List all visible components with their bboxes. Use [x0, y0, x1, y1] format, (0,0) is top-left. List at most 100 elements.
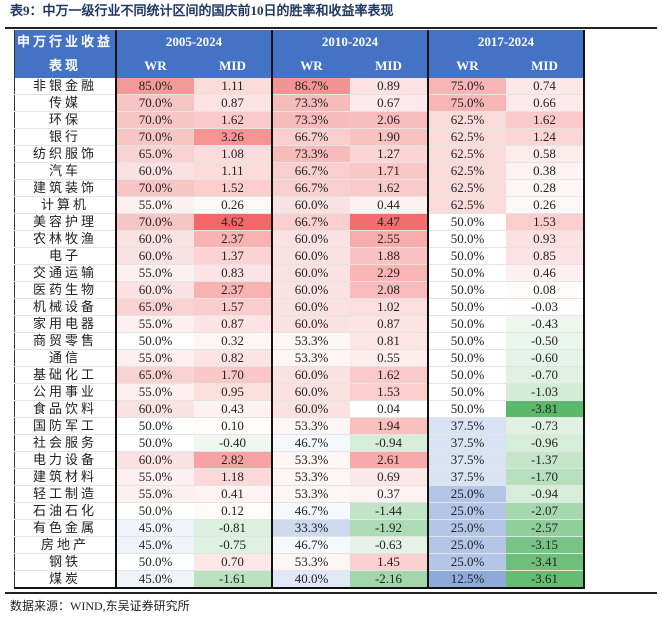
- industry-name: 建筑装饰: [14, 179, 117, 197]
- mid-cell: -1.61: [194, 570, 272, 589]
- mid-cell: -0.50: [506, 332, 585, 350]
- source-note: 数据来源：WIND,东吴证券研究所: [10, 599, 190, 613]
- wr-cell: 45.0%: [115, 519, 194, 537]
- table-row: 计算机 55.0% 0.26 60.0% 0.44 62.5% 0.26: [14, 196, 585, 214]
- wr-cell: 60.0%: [271, 196, 350, 214]
- table-row: 交通运输 55.0% 0.83 60.0% 2.29 50.0% 0.46: [14, 264, 585, 282]
- table-row: 社会服务 50.0% -0.40 46.7% -0.94 37.5% -0.96: [14, 434, 585, 452]
- wr-cell: 55.0%: [115, 349, 194, 367]
- wr-cell: 75.0%: [427, 94, 506, 112]
- wr-cell: 46.7%: [271, 536, 350, 554]
- mid-cell: 1.88: [350, 247, 428, 265]
- industry-name: 交通运输: [14, 264, 117, 282]
- wr-cell: 73.3%: [271, 94, 350, 112]
- wr-cell: 65.0%: [115, 145, 194, 163]
- table-row: 公用事业 55.0% 0.95 60.0% 1.53 50.0% -1.03: [14, 383, 585, 401]
- wr-cell: 50.0%: [427, 230, 506, 248]
- wr-cell: 60.0%: [271, 366, 350, 384]
- wr-cell: 50.0%: [427, 332, 506, 350]
- mid-cell: -0.60: [506, 349, 585, 367]
- mid-cell: 1.37: [194, 247, 272, 265]
- industry-name: 机械设备: [14, 298, 117, 316]
- wr-cell: 86.7%: [271, 78, 350, 95]
- wr-cell: 53.3%: [271, 332, 350, 350]
- wr-cell: 53.3%: [271, 485, 350, 503]
- mid-cell: -2.57: [506, 519, 585, 537]
- period-header-2010-2024: 2010-2024: [271, 30, 428, 54]
- wr-cell: 40.0%: [271, 570, 350, 589]
- wr-cell: 70.0%: [115, 111, 194, 129]
- mid-cell: 0.46: [506, 264, 585, 282]
- wr-cell: 50.0%: [115, 417, 194, 435]
- wr-cell: 50.0%: [427, 247, 506, 265]
- wr-cell: 45.0%: [115, 570, 194, 589]
- wr-header: WR: [115, 54, 194, 78]
- mid-cell: 1.27: [350, 145, 428, 163]
- mid-cell: 1.90: [350, 128, 428, 146]
- industry-name: 基础化工: [14, 366, 117, 384]
- wr-cell: 53.3%: [271, 553, 350, 571]
- industry-name: 农林牧渔: [14, 230, 117, 248]
- mid-cell: 0.95: [194, 383, 272, 401]
- wr-cell: 60.0%: [115, 162, 194, 180]
- wr-cell: 60.0%: [115, 247, 194, 265]
- mid-cell: 1.53: [506, 213, 585, 231]
- industry-name: 钢铁: [14, 553, 117, 571]
- period-header-2017-2024: 2017-2024: [427, 30, 585, 54]
- wr-cell: 60.0%: [271, 383, 350, 401]
- table-row: 基础化工 65.0% 1.70 60.0% 1.62 50.0% -0.70: [14, 366, 585, 384]
- table-row: 电力设备 60.0% 2.82 53.3% 2.61 37.5% -1.37: [14, 451, 585, 469]
- industry-name: 医药生物: [14, 281, 117, 299]
- wr-cell: 62.5%: [427, 196, 506, 214]
- mid-cell: 2.08: [350, 281, 428, 299]
- industry-name: 银行: [14, 128, 117, 146]
- mid-cell: -0.94: [506, 485, 585, 503]
- industry-name: 汽车: [14, 162, 117, 180]
- table-row: 传媒 70.0% 0.87 73.3% 0.67 75.0% 0.66: [14, 94, 585, 112]
- wr-cell: 46.7%: [271, 502, 350, 520]
- wr-cell: 50.0%: [115, 332, 194, 350]
- mid-cell: 0.37: [350, 485, 428, 503]
- wr-cell: 62.5%: [427, 145, 506, 163]
- wr-cell: 25.0%: [427, 485, 506, 503]
- mid-cell: 0.87: [350, 315, 428, 333]
- wr-cell: 60.0%: [271, 281, 350, 299]
- wr-cell: 50.0%: [427, 400, 506, 418]
- mid-cell: -3.81: [506, 400, 585, 418]
- mid-cell: 0.83: [194, 264, 272, 282]
- industry-name: 计算机: [14, 196, 117, 214]
- mid-cell: 1.62: [194, 111, 272, 129]
- mid-cell: 1.24: [506, 128, 585, 146]
- mid-cell: -1.37: [506, 451, 585, 469]
- mid-cell: -0.81: [194, 519, 272, 537]
- wr-cell: 25.0%: [427, 502, 506, 520]
- mid-cell: 0.38: [506, 162, 585, 180]
- mid-cell: -3.41: [506, 553, 585, 571]
- mid-cell: 4.47: [350, 213, 428, 231]
- mid-cell: 2.06: [350, 111, 428, 129]
- mid-cell: 1.71: [350, 162, 428, 180]
- industry-name: 传媒: [14, 94, 117, 112]
- mid-cell: 0.26: [506, 196, 585, 214]
- mid-cell: 0.81: [350, 332, 428, 350]
- mid-cell: 0.26: [194, 196, 272, 214]
- corner-header-line2: 表现: [14, 54, 116, 78]
- wr-cell: 53.3%: [271, 417, 350, 435]
- mid-cell: 0.10: [194, 417, 272, 435]
- table-row: 建筑装饰 70.0% 1.52 66.7% 1.62 62.5% 0.28: [14, 179, 585, 197]
- wr-cell: 50.0%: [115, 553, 194, 571]
- mid-cell: 0.87: [194, 315, 272, 333]
- industry-name: 纺织服饰: [14, 145, 117, 163]
- wr-cell: 55.0%: [115, 383, 194, 401]
- industry-name: 非银金融: [14, 78, 117, 95]
- wr-cell: 62.5%: [427, 128, 506, 146]
- mid-cell: -0.75: [194, 536, 272, 554]
- mid-cell: 0.12: [194, 502, 272, 520]
- table-row: 通信 55.0% 0.82 53.3% 0.55 50.0% -0.60: [14, 349, 585, 367]
- wr-cell: 55.0%: [115, 485, 194, 503]
- wr-cell: 66.7%: [271, 179, 350, 197]
- wr-cell: 25.0%: [427, 553, 506, 571]
- mid-cell: -3.61: [506, 570, 585, 589]
- wr-cell: 70.0%: [115, 179, 194, 197]
- wr-cell: 60.0%: [271, 315, 350, 333]
